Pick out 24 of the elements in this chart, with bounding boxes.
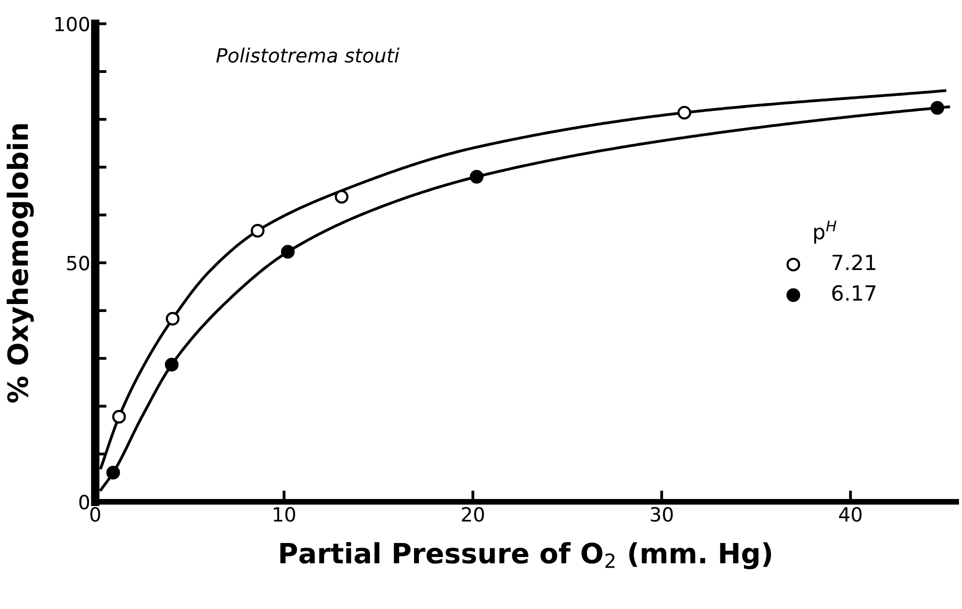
legend-label: 7.21	[832, 254, 876, 270]
point	[250, 224, 264, 238]
point	[112, 410, 126, 424]
legend-label: 6.17	[832, 285, 876, 301]
point	[106, 466, 120, 480]
x-tick-label: 40	[839, 507, 862, 522]
y-tick-label: 0	[79, 494, 90, 510]
text: Polistotrema stouti	[216, 48, 400, 63]
point	[164, 358, 179, 372]
x-tick-label: 30	[650, 507, 673, 522]
point	[280, 244, 295, 259]
x-tick-label: 0	[90, 507, 100, 522]
x-tick-label: 10	[274, 507, 296, 522]
y-tick-label: 100	[55, 16, 90, 32]
point	[334, 190, 348, 204]
y-axis-title: % Oxyhemoglobin	[6, 124, 34, 403]
point	[470, 170, 484, 184]
point	[166, 312, 180, 326]
x-tick-label: 20	[462, 507, 484, 522]
y-tick-label: 50	[67, 256, 90, 270]
point	[930, 101, 944, 115]
x-axis-title: Partial Pressure of O$_{2}$ (mm. Hg)	[280, 542, 772, 570]
point	[677, 106, 692, 120]
legend-title: p$^{H}$	[814, 220, 836, 244]
